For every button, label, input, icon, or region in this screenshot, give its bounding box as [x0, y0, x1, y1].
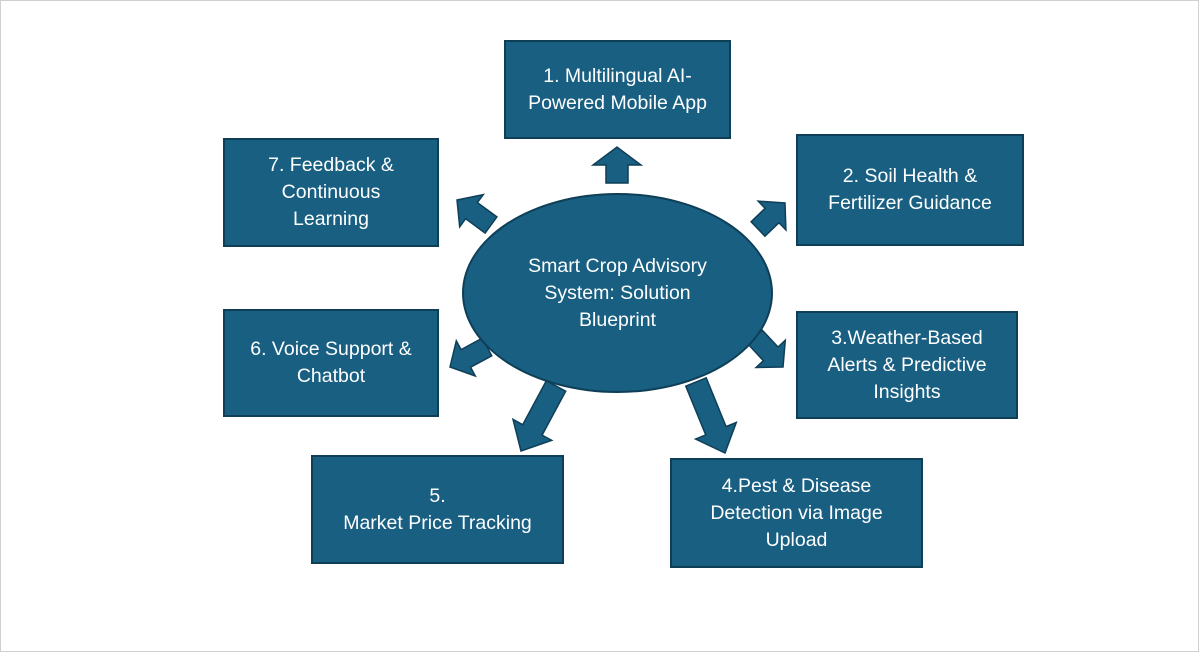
node-label: 1. Multilingual AI- Powered Mobile App	[528, 64, 707, 114]
center-node-label: Smart Crop Advisory System: Solution Blu…	[528, 254, 707, 331]
node-market-price: 5. Market Price Tracking	[311, 455, 564, 564]
node-soil-health: 2. Soil Health & Fertilizer Guidance	[796, 134, 1024, 246]
arrow-to-soil-health	[750, 200, 787, 238]
arrow-to-market-price	[511, 379, 567, 452]
node-label: 3.Weather-Based Alerts & Predictive Insi…	[827, 326, 987, 403]
center-node: Smart Crop Advisory System: Solution Blu…	[462, 193, 773, 393]
node-label: 2. Soil Health & Fertilizer Guidance	[828, 165, 992, 214]
node-feedback: 7. Feedback & Continuous Learning	[223, 138, 439, 247]
node-pest-detection: 4.Pest & Disease Detection via Image Upl…	[670, 458, 923, 568]
node-label: 6. Voice Support & Chatbot	[250, 338, 412, 387]
arrow-to-weather-alerts	[746, 329, 787, 369]
node-weather-alerts: 3.Weather-Based Alerts & Predictive Insi…	[796, 311, 1018, 419]
node-label: 4.Pest & Disease Detection via Image Upl…	[710, 474, 883, 551]
node-multilingual-app: 1. Multilingual AI- Powered Mobile App	[504, 40, 731, 139]
arrow-to-voice-support	[449, 337, 493, 378]
node-label: 7. Feedback & Continuous Learning	[268, 154, 394, 230]
arrow-to-multilingual-app	[590, 146, 644, 184]
arrow-to-pest-detection	[684, 376, 738, 455]
arrow-to-feedback	[456, 193, 498, 235]
node-voice-support: 6. Voice Support & Chatbot	[223, 309, 439, 417]
node-label: 5. Market Price Tracking	[343, 484, 532, 534]
